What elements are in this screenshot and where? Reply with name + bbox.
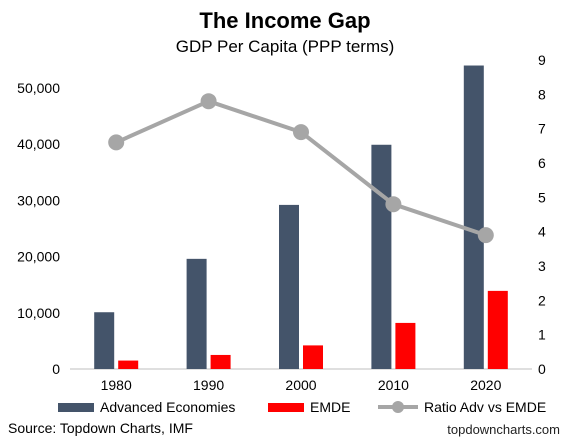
- y-left-tick-label: 30,000: [17, 192, 60, 208]
- legend-label-advanced-economies: Advanced Economies: [100, 399, 235, 415]
- bar-emde: [487, 290, 508, 369]
- website-credit: topdowncharts.com: [447, 422, 560, 437]
- chart-title: The Income Gap: [199, 8, 371, 33]
- point-ratio-adv-vs-emde: [293, 124, 309, 141]
- bar-emde: [303, 345, 323, 369]
- source-note: Source: Topdown Charts, IMF: [8, 420, 193, 436]
- y-left-tick-label: 0: [52, 361, 60, 377]
- y-right-tick-label: 3: [538, 258, 546, 274]
- y-right-tick-label: 5: [538, 189, 546, 205]
- y-right-tick-label: 8: [538, 86, 546, 102]
- y-right-tick-label: 7: [538, 121, 546, 137]
- x-tick-label: 2000: [285, 377, 316, 393]
- bar-advanced-economies: [186, 258, 207, 369]
- y-right-tick-label: 0: [538, 361, 546, 377]
- bar-advanced-economies: [463, 65, 484, 370]
- y-right-tick-label: 2: [538, 292, 546, 308]
- y-left-tick-label: 50,000: [17, 80, 60, 96]
- y-left-tick-label: 10,000: [17, 305, 60, 321]
- x-tick-label: 1990: [193, 377, 224, 393]
- bar-emde: [395, 322, 416, 369]
- line-ratio-adv-vs-emde: [115, 99, 487, 237]
- bar-advanced-economies: [279, 204, 299, 369]
- bar-advanced-economies: [371, 144, 392, 369]
- chart-subtitle: GDP Per Capita (PPP terms): [175, 37, 395, 56]
- point-ratio-adv-vs-emde: [477, 227, 494, 244]
- y-left-tick-label: 40,000: [17, 136, 60, 152]
- y-right-tick-label: 4: [538, 224, 546, 240]
- point-ratio-adv-vs-emde: [200, 93, 217, 110]
- y-right-tick-label: 1: [538, 327, 546, 343]
- point-ratio-adv-vs-emde: [385, 196, 402, 213]
- bar-emde: [210, 354, 231, 369]
- point-ratio-adv-vs-emde: [108, 134, 125, 151]
- y-right-tick-label: 9: [538, 52, 546, 68]
- y-right-tick-label: 6: [538, 155, 546, 171]
- y-left-tick-label: 20,000: [17, 249, 60, 265]
- legend-label-emde: EMDE: [310, 399, 350, 415]
- legend-swatch-advanced-economies: [58, 403, 94, 412]
- legend-marker-ratio: [392, 401, 404, 413]
- legend-swatch-emde: [268, 403, 304, 412]
- bar-emde: [118, 360, 139, 369]
- bar-advanced-economies: [94, 312, 115, 369]
- x-tick-label: 1980: [101, 377, 132, 393]
- x-tick-label: 2020: [470, 377, 501, 393]
- x-tick-label: 2010: [378, 377, 409, 393]
- legend-label-ratio-adv-vs-emde: Ratio Adv vs EMDE: [424, 399, 546, 415]
